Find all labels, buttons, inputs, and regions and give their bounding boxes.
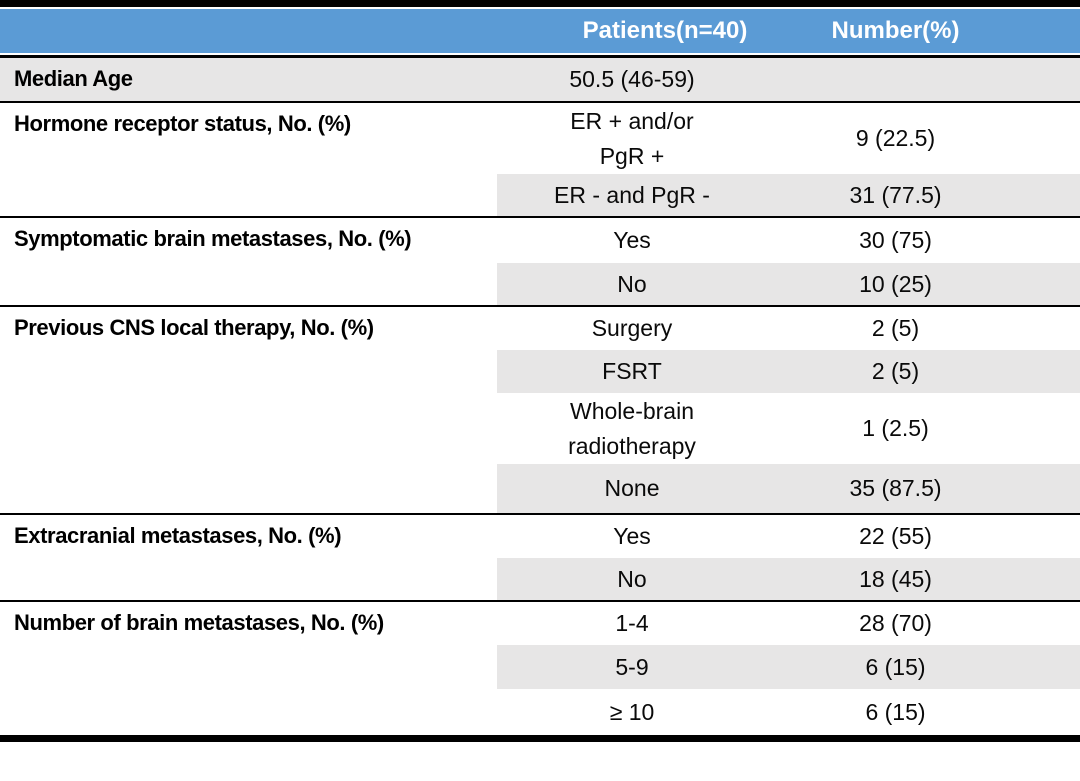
patients-cell: ER + and/or PgR + bbox=[497, 101, 767, 174]
number-cell: 10 (25) bbox=[767, 263, 1080, 306]
table-row: Whole-brain radiotherapy 1 (2.5) bbox=[0, 393, 1080, 464]
patients-cell: No bbox=[497, 558, 767, 601]
header-number-column: Number(%) bbox=[831, 17, 960, 44]
table-row: No 18 (45) bbox=[0, 558, 1080, 601]
table-body: Median Age 50.5 (46-59) Hormone receptor… bbox=[0, 58, 1080, 735]
row-label-cell: Number of brain metastases, No. (%) bbox=[0, 600, 497, 735]
table-row: Hormone receptor status, No. (%) ER + an… bbox=[0, 101, 1080, 217]
number-cell: 18 (45) bbox=[767, 558, 1080, 601]
number-cell: 35 (87.5) bbox=[767, 464, 1080, 514]
table-row: ≥ 10 6 (15) bbox=[0, 689, 1080, 735]
table-header-row: Patients(n=40) Number(%) bbox=[0, 9, 1080, 53]
table-row: Previous CNS local therapy, No. (%) Surg… bbox=[0, 305, 1080, 514]
patients-cell: 50.5 (46-59) bbox=[497, 58, 767, 102]
patients-cell: 1-4 bbox=[497, 600, 767, 645]
table-row: Median Age 50.5 (46-59) bbox=[0, 58, 1080, 102]
patients-cell: Yes bbox=[497, 513, 767, 558]
number-cell: 2 (5) bbox=[767, 350, 1080, 393]
number-cell bbox=[767, 58, 1080, 102]
table-bottom-border bbox=[0, 735, 1080, 742]
table-row: None 35 (87.5) bbox=[0, 464, 1080, 514]
number-cell: 30 (75) bbox=[767, 216, 1080, 263]
patients-cell: None bbox=[497, 464, 767, 514]
number-cell: 28 (70) bbox=[767, 600, 1080, 645]
row-label-cell: Previous CNS local therapy, No. (%) bbox=[0, 305, 497, 514]
header-separator-rule bbox=[0, 55, 1080, 58]
row-label-cell: Symptomatic brain metastases, No. (%) bbox=[0, 216, 497, 306]
patients-cell: FSRT bbox=[497, 350, 767, 393]
table-row: ER - and PgR - 31 (77.5) bbox=[0, 174, 1080, 217]
number-cell: 6 (15) bbox=[865, 698, 926, 725]
number-cell: 9 (22.5) bbox=[767, 101, 1080, 174]
number-cell: 31 (77.5) bbox=[767, 174, 1080, 217]
number-cell: 1 (2.5) bbox=[862, 415, 929, 441]
header-patients-column: Patients(n=40) bbox=[582, 17, 748, 44]
patients-cell: Surgery bbox=[497, 305, 767, 350]
table-row: 5-9 6 (15) bbox=[0, 645, 1080, 689]
table-row: Number of brain metastases, No. (%) 1-4 … bbox=[0, 600, 1080, 735]
patients-cell: Yes bbox=[497, 216, 767, 263]
number-cell: 2 (5) bbox=[767, 305, 1080, 350]
row-label-cell: Median Age bbox=[0, 58, 497, 102]
table-row: No 10 (25) bbox=[0, 263, 1080, 306]
table-top-border bbox=[0, 0, 1080, 7]
patients-cell: Whole-brain radiotherapy bbox=[568, 398, 696, 459]
table-row: Symptomatic brain metastases, No. (%) Ye… bbox=[0, 216, 1080, 306]
row-label-cell: Extracranial metastases, No. (%) bbox=[0, 513, 497, 601]
number-cell: 6 (15) bbox=[767, 645, 1080, 689]
row-label-cell: Hormone receptor status, No. (%) bbox=[0, 101, 497, 217]
table-row: Extracranial metastases, No. (%) Yes 22 … bbox=[0, 513, 1080, 601]
patients-cell: 5-9 bbox=[497, 645, 767, 689]
patients-cell: ER - and PgR - bbox=[497, 174, 767, 217]
number-cell: 22 (55) bbox=[767, 513, 1080, 558]
table-row: FSRT 2 (5) bbox=[0, 350, 1080, 393]
patients-cell: No bbox=[497, 263, 767, 306]
patients-cell: ≥ 10 bbox=[609, 698, 655, 725]
